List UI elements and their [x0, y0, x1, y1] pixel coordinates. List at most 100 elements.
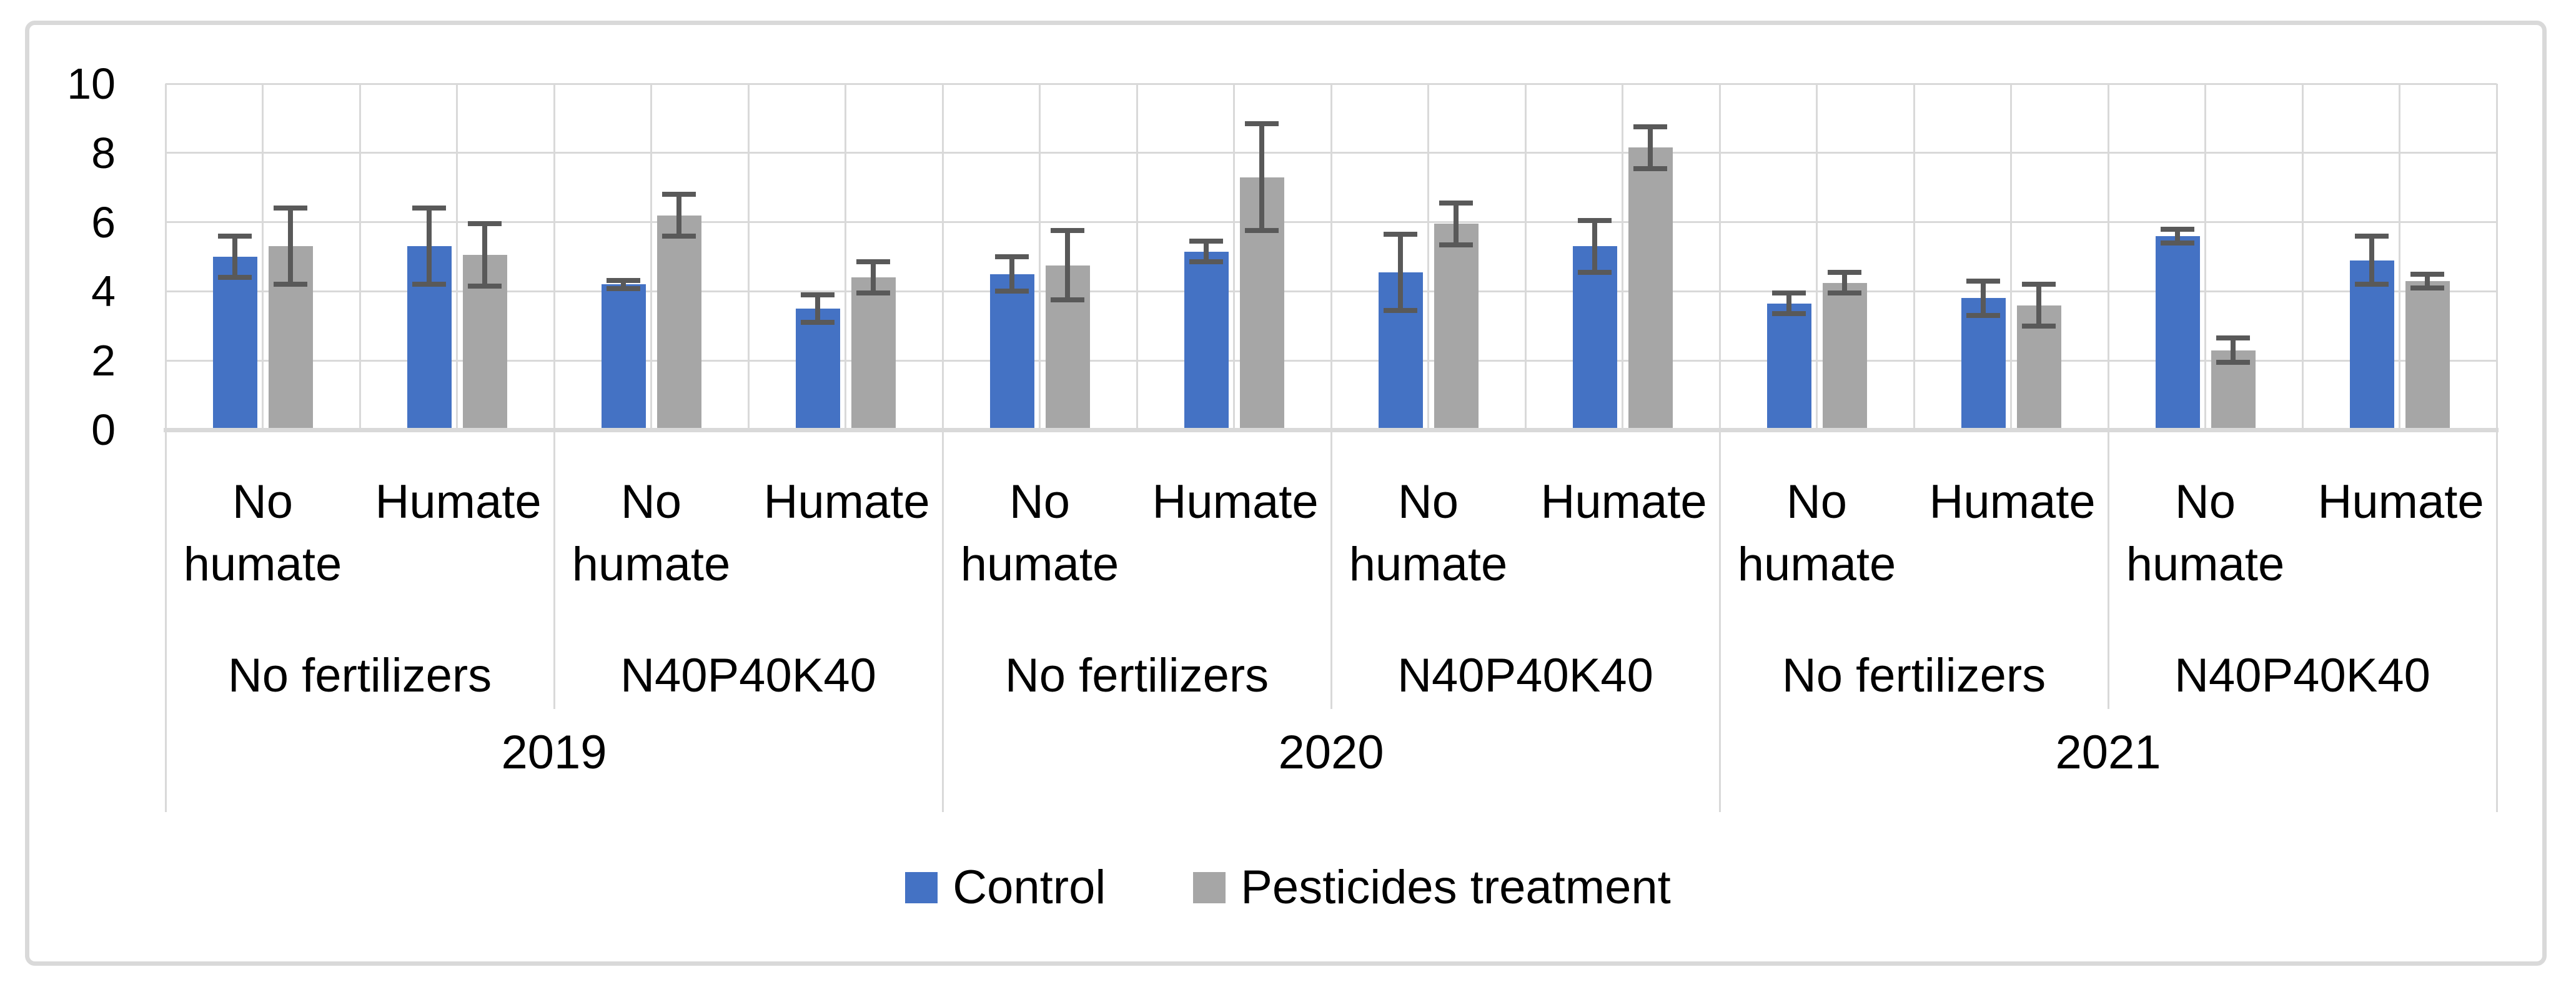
error-bar-cap: [468, 221, 502, 227]
y-tick-label: 4: [91, 267, 116, 316]
bar-control-5: [1184, 251, 1229, 430]
error-bar-line: [1009, 257, 1014, 292]
x-label-humate: No humate: [183, 475, 342, 591]
error-bar-cap: [1772, 290, 1806, 296]
v-gridline: [164, 84, 167, 430]
bar-pesticides-treatment-2: [656, 215, 701, 430]
year-separator: [2495, 430, 2498, 812]
h-gridline: [166, 290, 2497, 292]
v-gridline: [1233, 84, 1235, 430]
legend-item-pesticides-treatment: Pesticides treatment: [1193, 856, 1671, 919]
v-gridline: [1427, 84, 1429, 430]
error-bar-cap: [2161, 240, 2194, 246]
x-label-humate: Humate: [1540, 475, 1707, 528]
v-gridline: [456, 84, 458, 430]
bar-control-9: [1961, 298, 2006, 430]
error-bar-cap: [2355, 282, 2389, 287]
v-gridline: [1913, 84, 1915, 430]
x-label-humate: No humate: [1737, 475, 1896, 591]
x-label-humate: No humate: [960, 475, 1119, 591]
error-bar-cap: [1051, 228, 1084, 234]
v-gridline: [359, 84, 361, 430]
bar-control-10: [2155, 236, 2200, 430]
error-bar-line: [1842, 272, 1847, 294]
x-label-humate: No humate: [2126, 475, 2285, 591]
v-gridline: [2301, 84, 2304, 430]
error-bar-cap: [1578, 217, 1612, 223]
error-bar-line: [621, 280, 626, 289]
error-bar-cap: [1051, 297, 1084, 303]
error-bar-cap: [2022, 282, 2056, 287]
error-bar-line: [2231, 338, 2236, 362]
v-gridline: [941, 84, 944, 430]
v-gridline: [2399, 84, 2400, 430]
bar-pesticides-treatment-3: [851, 277, 896, 430]
v-gridline: [747, 84, 750, 430]
error-bar-cap: [1384, 231, 1417, 237]
x-label-fertilizer: N40P40K40: [1397, 649, 1653, 702]
figure-border: [25, 21, 2547, 966]
error-bar-line: [2175, 229, 2180, 243]
error-bar-line: [1786, 293, 1791, 314]
error-bar-cap: [1828, 269, 1861, 275]
v-gridline: [262, 84, 264, 430]
error-bar-cap: [1439, 201, 1473, 206]
error-bar-line: [871, 262, 876, 294]
error-bar-line: [1981, 280, 1986, 316]
bar-control-0: [212, 257, 257, 430]
year-separator: [941, 430, 944, 812]
error-bar-cap: [2410, 271, 2444, 277]
fertilizer-separator: [553, 430, 555, 709]
y-tick-label: 0: [91, 405, 116, 454]
y-tick-label: 2: [91, 336, 116, 385]
error-bar-line: [288, 208, 293, 285]
error-bar-cap: [218, 233, 252, 239]
error-bar-cap: [995, 254, 1029, 259]
v-gridline: [1136, 84, 1138, 430]
h-gridline: [166, 152, 2497, 154]
error-bar-cap: [995, 289, 1029, 294]
v-gridline: [845, 84, 846, 430]
error-bar-cap: [801, 320, 835, 325]
bar-control-11: [2349, 260, 2394, 430]
error-bar-cap: [1189, 259, 1223, 265]
h-gridline: [166, 359, 2497, 362]
error-bar-line: [1065, 231, 1070, 300]
error-bar-cap: [1966, 278, 2000, 284]
error-bar-cap: [1578, 269, 1612, 275]
v-gridline: [2107, 84, 2109, 430]
legend-label: Control: [953, 861, 1106, 914]
error-bar-line: [1592, 220, 1597, 272]
error-bar-cap: [1966, 313, 2000, 319]
error-bar-line: [482, 224, 487, 287]
error-bar-line: [815, 294, 820, 323]
error-bar-line: [1398, 234, 1403, 310]
v-gridline: [553, 84, 555, 430]
error-bar-cap: [662, 233, 696, 239]
error-bar-cap: [1245, 228, 1279, 234]
error-bar-cap: [1633, 124, 1667, 130]
error-bar-cap: [2410, 285, 2444, 290]
error-bar-line: [2036, 284, 2041, 326]
fertilizer-separator: [1330, 430, 1332, 709]
error-bar-line: [2369, 236, 2374, 285]
error-bar-line: [427, 208, 432, 285]
error-bar-cap: [1828, 290, 1861, 296]
bar-control-2: [601, 284, 646, 430]
x-label-humate: Humate: [375, 475, 542, 528]
error-bar-cap: [218, 275, 252, 280]
error-bar-cap: [1384, 307, 1417, 313]
error-bar-cap: [2022, 323, 2056, 329]
error-bar-cap: [1633, 166, 1667, 171]
error-bar-cap: [2355, 233, 2389, 239]
legend-swatch-icon: [905, 872, 938, 903]
v-gridline: [1039, 84, 1041, 430]
error-bar-line: [1259, 123, 1264, 231]
x-label-humate: Humate: [1152, 475, 1319, 528]
error-bar-cap: [412, 282, 446, 287]
error-bar-line: [232, 236, 237, 278]
error-bar-cap: [274, 282, 307, 287]
error-bar-cap: [274, 206, 307, 211]
error-bar-cap: [856, 259, 890, 265]
